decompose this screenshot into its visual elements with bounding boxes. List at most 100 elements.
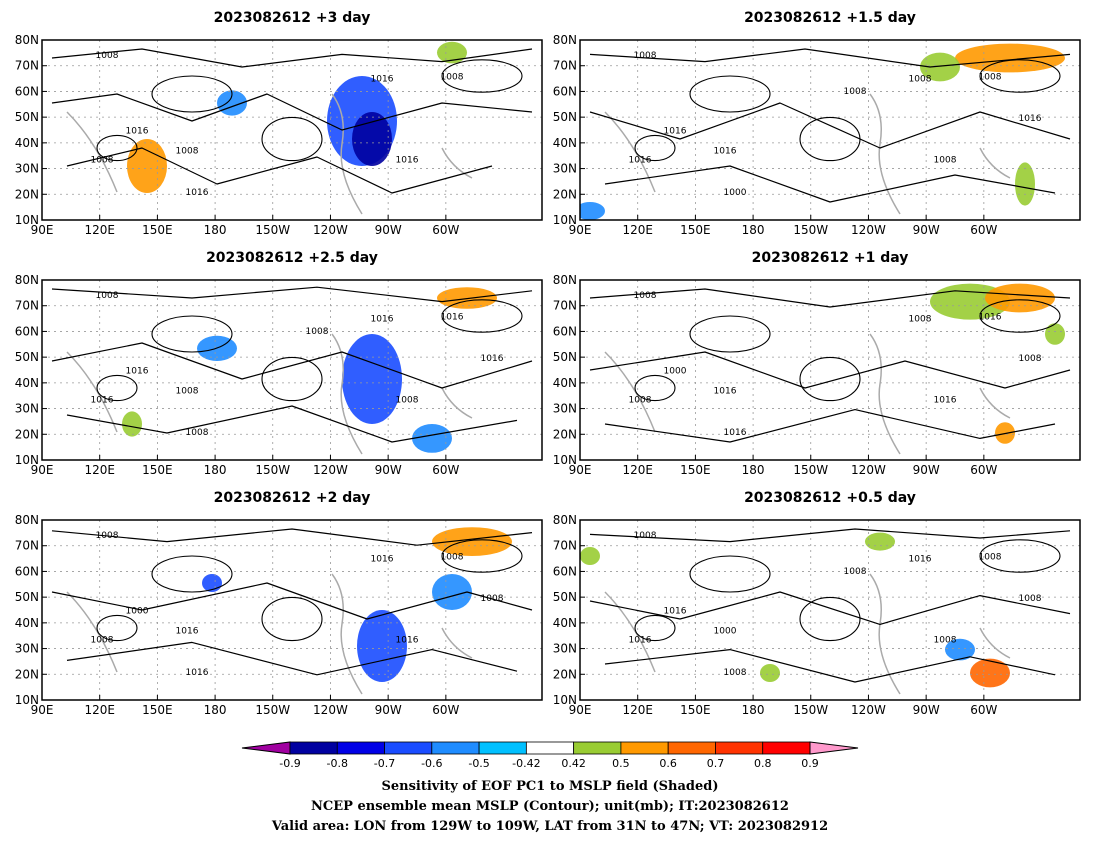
sensitivity-shading xyxy=(955,43,1065,73)
lon-tick-label: 150W xyxy=(793,463,828,477)
lon-tick-label: 90E xyxy=(569,703,592,717)
lon-tick-label: 90W xyxy=(375,463,402,477)
closed-contour xyxy=(441,539,523,573)
lon-tick-label: 180 xyxy=(204,703,227,717)
lat-tick-label: 20N xyxy=(15,427,39,441)
colorbar-swatch xyxy=(431,741,480,755)
map-frame xyxy=(41,279,543,461)
lon-tick-label: 120E xyxy=(84,223,115,237)
lon-tick-label: 90W xyxy=(913,223,940,237)
colorbar-tick-label: -0.7 xyxy=(374,757,395,770)
contour-label: 1016 xyxy=(91,395,114,405)
closed-contour xyxy=(96,614,138,642)
lat-tick-label: 80N xyxy=(15,33,39,47)
sensitivity-shading xyxy=(357,610,407,682)
lat-tick-label: 80N xyxy=(553,33,577,47)
closed-contour xyxy=(634,614,676,642)
contour-label: 1008 xyxy=(629,395,652,405)
lon-tick-label: 90E xyxy=(31,223,54,237)
lat-tick-label: 30N xyxy=(15,402,39,416)
lat-tick-label: 80N xyxy=(15,273,39,287)
contour-label: 1008 xyxy=(441,553,464,563)
panels-group: 2023082612 +3 day 1008 1016 1008 1016 1008 101… xyxy=(15,10,1081,717)
lat-tick-label: 10N xyxy=(15,693,39,707)
map-field: 1008 1016 1008 1000 1016 1016 1008 1016 1008 xyxy=(42,520,542,700)
colorbar-swatch xyxy=(336,741,385,755)
lat-tick-label: 60N xyxy=(15,84,39,98)
lon-tick-label: 150E xyxy=(680,463,711,477)
closed-contour xyxy=(151,555,233,593)
lat-tick-label: 80N xyxy=(553,513,577,527)
sensitivity-shading xyxy=(580,547,600,565)
mslp-contour xyxy=(66,405,518,443)
contour-label: 1008 xyxy=(91,635,114,645)
panel-title: 2023082612 +0.5 day xyxy=(744,490,916,506)
colorbar-swatch xyxy=(289,741,338,755)
contour-label: 1008 xyxy=(634,531,657,541)
map-panel: 2023082612 +1 day 1008 1008 1016 1000 1016 101… xyxy=(553,250,1081,477)
lon-tick-label: 180 xyxy=(742,223,765,237)
lon-tick-label: 120W xyxy=(851,463,886,477)
lat-tick-label: 30N xyxy=(553,402,577,416)
lat-tick-label: 20N xyxy=(553,427,577,441)
lat-tick-label: 70N xyxy=(15,59,39,73)
map-panel: 2023082612 +3 day 1008 1016 1008 1016 1008 101… xyxy=(15,10,543,237)
contour-label: 1016 xyxy=(664,607,687,617)
contour-label: 1008 xyxy=(634,291,657,301)
sensitivity-shading xyxy=(865,532,895,551)
lat-tick-label: 40N xyxy=(15,616,39,630)
lon-tick-label: 150E xyxy=(680,223,711,237)
lon-tick-label: 120E xyxy=(84,463,115,477)
lon-tick-label: 150E xyxy=(680,703,711,717)
lat-tick-label: 50N xyxy=(15,350,39,364)
colorbar-tick-label: 0.7 xyxy=(707,757,725,770)
lat-tick-label: 10N xyxy=(15,453,39,467)
colorbar-swatch xyxy=(667,741,716,755)
lon-tick-label: 60W xyxy=(970,223,997,237)
lat-tick-label: 80N xyxy=(15,513,39,527)
map-frame xyxy=(579,519,1081,701)
sensitivity-shading xyxy=(342,334,402,424)
lat-tick-label: 10N xyxy=(553,693,577,707)
lat-tick-label: 30N xyxy=(15,642,39,656)
lon-tick-label: 120E xyxy=(622,463,653,477)
lon-tick-label: 120W xyxy=(313,703,348,717)
colorbar-tick-label: -0.6 xyxy=(421,757,442,770)
contour-label: 1016 xyxy=(371,314,394,324)
map-plot-area xyxy=(42,40,542,220)
contour-label: 1016 xyxy=(126,127,149,137)
closed-contour xyxy=(799,596,861,642)
lat-tick-label: 70N xyxy=(553,539,577,553)
contour-label: 1016 xyxy=(176,626,199,636)
contour-label: 1016 xyxy=(1019,114,1042,124)
lon-tick-label: 90W xyxy=(375,223,402,237)
contour-label: 1008 xyxy=(96,531,119,541)
lat-tick-label: 20N xyxy=(15,667,39,681)
contour-label: 1008 xyxy=(306,327,329,337)
lat-tick-label: 60N xyxy=(553,324,577,338)
lon-tick-label: 90W xyxy=(913,703,940,717)
lon-tick-label: 90E xyxy=(569,223,592,237)
sensitivity-shading xyxy=(432,574,472,610)
closed-contour xyxy=(151,315,233,353)
contour-label: 1008 xyxy=(176,146,199,156)
contour-label: 1008 xyxy=(441,73,464,83)
mslp-contour xyxy=(589,351,1071,389)
sensitivity-shading xyxy=(412,424,452,453)
colorbar-swatch xyxy=(478,741,527,755)
colorbar-swatch xyxy=(620,741,669,755)
colorbar-lower-triangle xyxy=(241,741,291,755)
lon-tick-label: 90W xyxy=(913,463,940,477)
closed-contour xyxy=(979,59,1061,93)
closed-contour xyxy=(634,134,676,162)
colorbar-tick-label: -0.8 xyxy=(327,757,348,770)
contour-label: 1008 xyxy=(396,395,419,405)
contour-label: 1016 xyxy=(979,313,1002,323)
contour-label: 1016 xyxy=(481,354,504,364)
closed-contour xyxy=(261,596,323,642)
panel-title: 2023082612 +1 day xyxy=(752,250,909,266)
contour-label: 1008 xyxy=(634,51,657,61)
closed-contour xyxy=(689,75,771,113)
